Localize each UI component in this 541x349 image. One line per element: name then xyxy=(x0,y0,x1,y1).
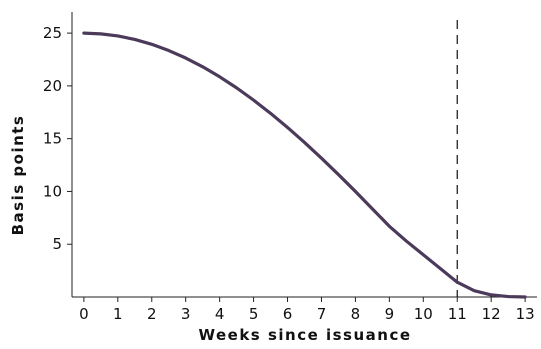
y-tick-label: 15 xyxy=(43,130,62,148)
x-tick-label: 8 xyxy=(351,305,361,323)
x-axis-title: Weeks since issuance xyxy=(198,326,411,344)
chart-axes xyxy=(71,12,537,298)
x-tick-label: 5 xyxy=(249,305,259,323)
y-tick-label: 25 xyxy=(43,24,62,42)
x-tick-label: 6 xyxy=(283,305,293,323)
y-axis-title: Basis points xyxy=(9,115,27,236)
y-tick-label: 20 xyxy=(43,77,62,95)
x-tick-label: 13 xyxy=(516,305,535,323)
x-tick-label: 7 xyxy=(317,305,327,323)
y-tick-label: 5 xyxy=(52,235,62,253)
x-tick-label: 12 xyxy=(482,305,501,323)
chart-series xyxy=(82,31,527,299)
y-axis-ticks: 5 10 15 20 25 xyxy=(43,24,72,253)
y-tick-label: 10 xyxy=(43,182,62,200)
x-tick-label: 1 xyxy=(113,305,123,323)
x-tick-label: 2 xyxy=(147,305,157,323)
x-tick-label: 4 xyxy=(215,305,225,323)
x-tick-label: 0 xyxy=(79,305,89,323)
x-tick-label: 3 xyxy=(181,305,191,323)
x-tick-label: 9 xyxy=(385,305,395,323)
x-axis-ticks: 0 1 2 3 4 5 6 7 8 9 10 11 12 13 xyxy=(79,297,535,323)
series-line xyxy=(82,31,527,299)
x-tick-label: 11 xyxy=(448,305,467,323)
x-tick-label: 10 xyxy=(414,305,433,323)
